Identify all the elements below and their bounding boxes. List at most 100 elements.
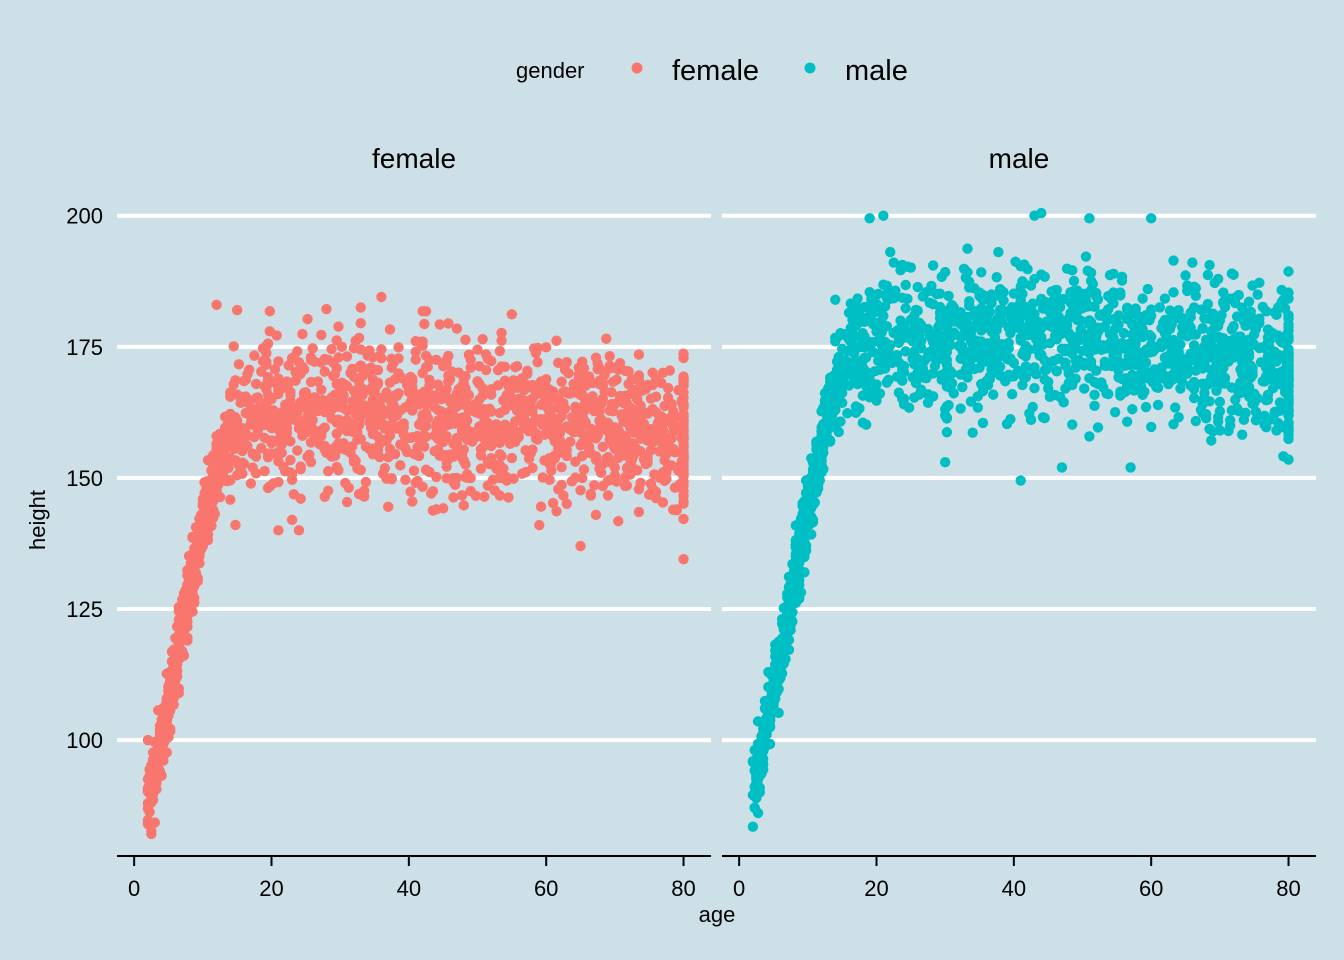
scatter-point <box>482 353 494 365</box>
scatter-point <box>307 406 318 417</box>
scatter-point <box>283 377 294 389</box>
scatter-point <box>1159 352 1171 363</box>
y-tick-label: 125 <box>66 597 103 622</box>
scatter-point <box>450 415 461 427</box>
scatter-point <box>994 341 1006 353</box>
scatter-point <box>836 397 848 409</box>
scatter-point <box>783 644 795 656</box>
scatter-point <box>256 443 267 454</box>
scatter-point <box>1145 213 1157 224</box>
scatter-point <box>486 426 497 437</box>
scatter-point <box>280 399 291 410</box>
scatter-point <box>1178 367 1190 378</box>
scatter-point <box>645 393 657 404</box>
scatter-point <box>153 740 164 752</box>
scatter-point <box>439 420 451 432</box>
scatter-point <box>631 392 643 404</box>
scatter-point <box>1018 278 1030 289</box>
scatter-point <box>233 435 245 446</box>
scatter-point <box>395 460 406 471</box>
scatter-point <box>917 291 929 302</box>
scatter-point <box>367 417 378 429</box>
scatter-point <box>376 353 387 364</box>
scatter-point <box>1264 342 1275 353</box>
scatter-point <box>811 437 822 448</box>
scatter-point <box>542 421 554 433</box>
scatter-point <box>967 427 978 438</box>
scatter-point <box>273 436 284 448</box>
scatter-point <box>1214 396 1226 408</box>
scatter-point <box>331 417 342 428</box>
scatter-point <box>578 400 590 411</box>
scatter-point <box>1218 343 1229 355</box>
scatter-point <box>1082 329 1093 340</box>
scatter-point <box>142 818 154 830</box>
scatter-point <box>1166 341 1177 352</box>
legend-key-female <box>631 62 643 74</box>
scatter-point <box>1006 389 1018 400</box>
scatter-point <box>362 350 373 361</box>
scatter-point <box>1264 325 1275 337</box>
scatter-point <box>1274 405 1286 417</box>
scatter-point <box>976 267 987 278</box>
scatter-point <box>1235 377 1246 388</box>
scatter-point <box>463 349 475 361</box>
scatter-point <box>292 445 303 456</box>
scatter-point <box>604 405 615 416</box>
scatter-point <box>532 356 543 368</box>
scatter-point <box>977 417 989 429</box>
scatter-point <box>348 342 360 354</box>
scatter-point <box>498 426 509 437</box>
scatter-point <box>341 425 353 437</box>
scatter-point <box>252 426 263 437</box>
scatter-point <box>486 435 497 446</box>
scatter-point <box>245 478 257 489</box>
scatter-point <box>1247 280 1258 291</box>
scatter-point <box>616 442 627 454</box>
scatter-point <box>1015 475 1026 486</box>
scatter-point <box>1005 414 1016 425</box>
scatter-point <box>1235 387 1246 399</box>
scatter-point <box>1135 347 1147 359</box>
scatter-point <box>556 376 567 387</box>
scatter-point <box>1195 358 1207 369</box>
scatter-point <box>866 293 877 305</box>
scatter-point <box>1156 363 1167 374</box>
scatter-point <box>326 392 337 403</box>
facet-strip-label: male <box>989 143 1050 174</box>
y-axis-title: height <box>25 490 50 550</box>
scatter-point <box>1049 287 1061 299</box>
scatter-point <box>413 419 425 430</box>
scatter-point <box>355 318 366 329</box>
scatter-point <box>472 344 483 355</box>
scatter-point <box>1085 285 1097 296</box>
scatter-point <box>758 744 769 755</box>
scatter-point <box>770 645 781 656</box>
scatter-point <box>852 293 863 304</box>
scatter-point <box>848 357 860 369</box>
scatter-point <box>1166 312 1177 323</box>
scatter-point <box>812 483 824 494</box>
scatter-point <box>456 490 468 501</box>
scatter-point <box>549 450 560 461</box>
scatter-point <box>804 495 815 506</box>
scatter-point <box>429 401 440 413</box>
scatter-point <box>1055 391 1066 403</box>
scatter-point <box>266 411 277 423</box>
scatter-point <box>994 283 1006 295</box>
scatter-point <box>319 353 330 365</box>
scatter-point <box>626 404 638 415</box>
scatter-point <box>1212 416 1224 427</box>
scatter-point <box>623 366 634 377</box>
x-tick-label: 80 <box>1276 876 1300 901</box>
scatter-point <box>381 434 392 445</box>
scatter-point <box>850 308 862 319</box>
scatter-point <box>799 526 810 538</box>
scatter-point <box>788 596 800 607</box>
scatter-point <box>965 396 977 407</box>
scatter-point <box>316 329 327 341</box>
scatter-point <box>463 433 475 444</box>
scatter-point <box>1168 255 1179 266</box>
scatter-point <box>333 321 344 332</box>
scatter-point <box>950 316 961 327</box>
